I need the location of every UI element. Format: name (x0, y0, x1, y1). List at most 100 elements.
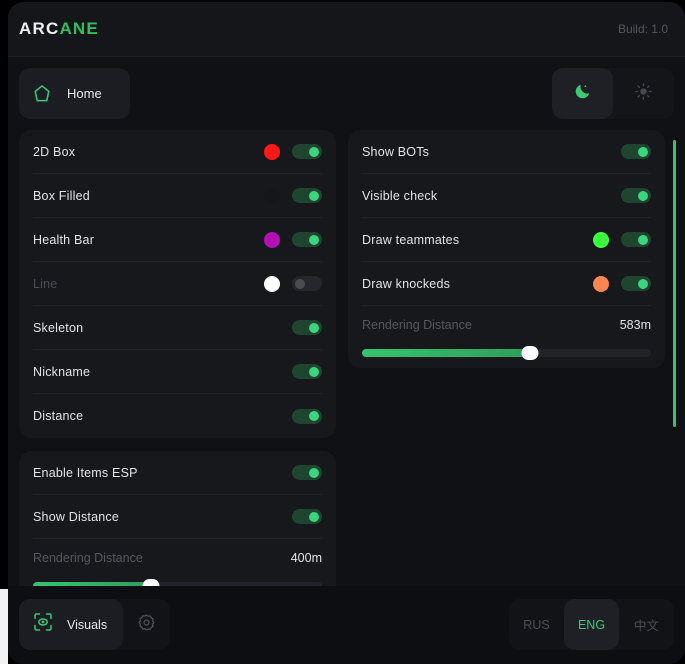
lang-button-zh[interactable]: 中文 (633, 619, 659, 633)
theme-dark-button[interactable] (552, 68, 613, 119)
row-toggle[interactable] (621, 276, 651, 291)
table-row[interactable]: Show BOTs (362, 130, 651, 174)
row-controls (264, 231, 322, 248)
row-toggle[interactable] (292, 320, 322, 335)
toggle-knob (309, 322, 319, 333)
row-label: Enable Items ESP (33, 465, 138, 480)
slider-value: 400m (290, 551, 322, 565)
row-toggle[interactable] (292, 276, 322, 291)
toggle-knob (309, 146, 319, 157)
toggle-knob (309, 190, 319, 201)
row-controls (593, 275, 651, 292)
table-row[interactable]: Line (33, 262, 322, 306)
color-swatch[interactable] (593, 231, 609, 248)
theme-toggle-group (552, 68, 674, 119)
table-row[interactable]: Draw teammates (362, 218, 651, 262)
slider-label: Rendering Distance (33, 551, 143, 565)
table-row[interactable]: Box Filled (33, 174, 322, 218)
row-toggle[interactable] (292, 144, 322, 159)
table-row[interactable]: Enable Items ESP (33, 451, 322, 495)
table-row[interactable]: Nickname (33, 350, 322, 394)
row-controls (292, 364, 322, 379)
row-label: Health Bar (33, 232, 95, 247)
row-toggle[interactable] (621, 188, 651, 203)
row-label: 2D Box (33, 144, 76, 159)
player-options-card: Show BOTs Visible check Draw teammates (348, 130, 665, 368)
row-label: Nickname (33, 364, 91, 379)
slider-header: Rendering Distance 583m (362, 314, 651, 336)
table-row[interactable]: Distance (33, 394, 322, 438)
color-swatch[interactable] (264, 231, 280, 248)
slider-value: 583m (619, 318, 651, 332)
row-toggle[interactable] (292, 232, 322, 247)
table-row[interactable]: 2D Box (33, 130, 322, 174)
row-toggle[interactable] (292, 364, 322, 379)
row-controls (264, 275, 322, 292)
toggle-knob (295, 278, 305, 289)
items-esp-card: Enable Items ESP Show Distance Rendering… (19, 451, 336, 601)
row-toggle[interactable] (292, 188, 322, 203)
row-toggle[interactable] (292, 465, 322, 480)
sun-icon (634, 82, 653, 106)
row-label: Draw teammates (362, 232, 460, 247)
app-window: ARCANE Build: 1.0 Home (8, 2, 685, 664)
color-swatch[interactable] (264, 143, 280, 160)
row-label: Distance (33, 409, 84, 423)
toggle-knob (309, 411, 319, 421)
build-version-label: Build: 1.0 (617, 22, 668, 36)
tab-home[interactable]: Home (19, 68, 130, 119)
row-label: Skeleton (33, 320, 84, 335)
row-toggle[interactable] (292, 509, 322, 524)
toggle-knob (638, 146, 648, 157)
row-controls (292, 509, 322, 524)
row-label: Show Distance (33, 509, 119, 524)
bottom-bar: Visuals RUS ENG 中文 (8, 586, 685, 664)
color-swatch[interactable] (264, 187, 280, 204)
row-label: Line (33, 276, 58, 291)
slider-track[interactable] (362, 346, 651, 360)
table-row[interactable]: Draw knockeds (362, 262, 651, 306)
toggle-knob (638, 190, 648, 201)
toggle-knob (638, 278, 648, 289)
nav-item-settings[interactable] (123, 599, 170, 650)
slider-label: Rendering Distance (362, 318, 472, 332)
tab-home-label: Home (67, 86, 102, 101)
toggle-knob (309, 467, 319, 478)
lang-button-rus[interactable]: RUS (523, 617, 550, 632)
nav-group: Visuals (19, 599, 171, 650)
nav-item-visuals-label: Visuals (67, 617, 108, 632)
moon-icon (573, 82, 592, 106)
row-toggle[interactable] (621, 232, 651, 247)
player-esp-card: 2D Box Box Filled Health Bar (19, 130, 336, 438)
vertical-scrollbar[interactable] (673, 140, 676, 427)
row-label: Draw knockeds (362, 276, 451, 291)
gear-icon (137, 613, 156, 637)
row-label: Box Filled (33, 188, 90, 203)
logo-accent: ANE (59, 19, 99, 38)
slider-handle[interactable] (521, 346, 539, 360)
table-row[interactable]: Show Distance (33, 495, 322, 539)
row-toggle[interactable] (621, 144, 651, 159)
row-controls (264, 187, 322, 204)
table-row[interactable]: Visible check (362, 174, 651, 218)
lang-button-eng[interactable]: ENG (564, 599, 619, 650)
table-row[interactable]: Skeleton (33, 306, 322, 350)
theme-light-button[interactable] (613, 68, 674, 119)
left-edge-strip (0, 589, 8, 664)
row-controls (292, 408, 322, 424)
row-toggle[interactable] (292, 408, 322, 424)
row-controls (264, 143, 322, 160)
table-row[interactable]: Health Bar (33, 218, 322, 262)
color-swatch[interactable] (593, 275, 609, 292)
row-controls (292, 320, 322, 335)
toggle-knob (309, 366, 319, 377)
players-rendering-distance-slider-row: Rendering Distance 583m (362, 306, 651, 368)
color-swatch[interactable] (264, 275, 280, 292)
toggle-knob (309, 511, 319, 522)
logo-primary: ARC (19, 19, 60, 38)
row-controls (292, 465, 322, 480)
tab-bar: Home (8, 57, 685, 130)
row-controls (621, 144, 651, 159)
nav-item-visuals[interactable]: Visuals (19, 599, 124, 650)
right-column: Show BOTs Visible check Draw teammates (348, 130, 665, 381)
